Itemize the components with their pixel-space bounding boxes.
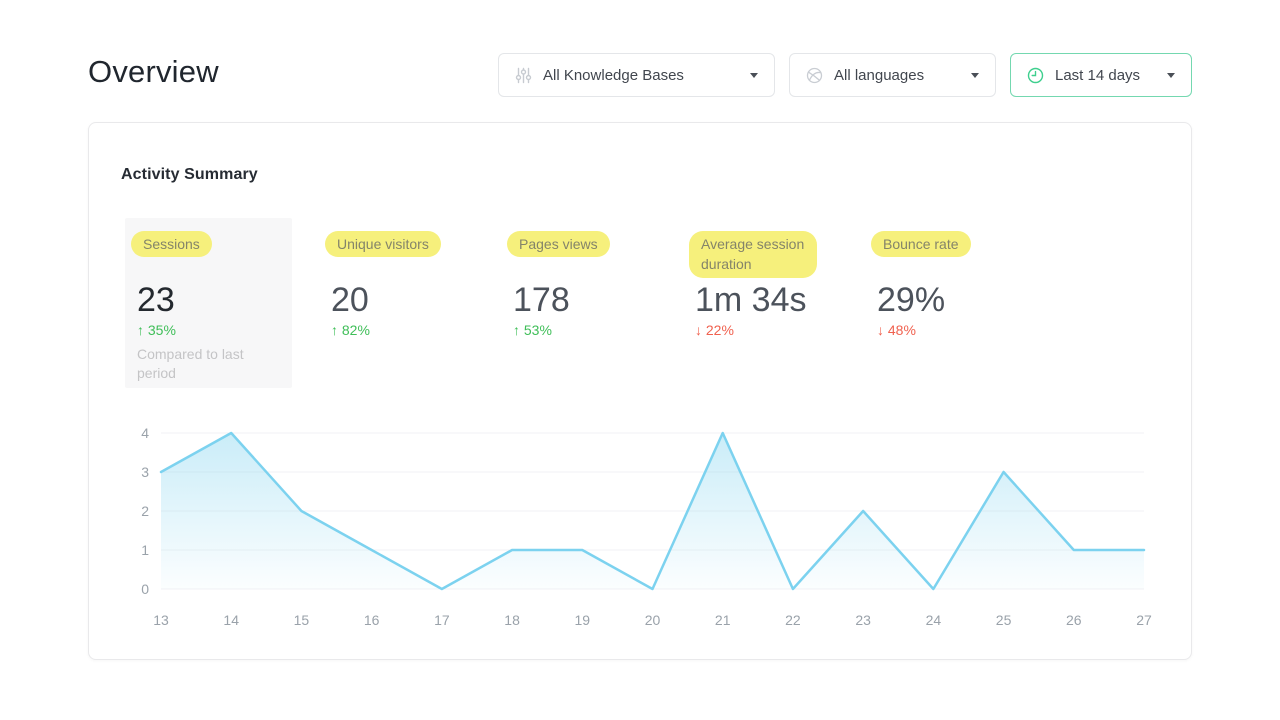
x-tick-label: 19	[574, 612, 590, 628]
chevron-down-icon	[1167, 72, 1175, 78]
metric-sessions: Sessions 23 ↑ 35% Compared to last perio…	[125, 218, 292, 388]
metric-label-zone: Pages views	[507, 231, 671, 283]
arrow-down-icon: ↓	[877, 322, 884, 338]
delta-value: 53%	[523, 322, 552, 338]
metric-delta: ↑ 53%	[513, 322, 671, 338]
metric-label-zone: Sessions	[131, 231, 280, 283]
x-tick-label: 14	[223, 612, 239, 628]
y-tick-label: 1	[141, 542, 149, 558]
metric-label-zone: Unique visitors	[325, 231, 489, 283]
metric-delta: ↑ 82%	[331, 322, 489, 338]
metric-value: 29%	[877, 281, 946, 319]
series-line	[159, 431, 1146, 591]
x-tick-label: 17	[434, 612, 450, 628]
metric-label: Sessions	[131, 231, 212, 258]
metric-label-zone: Bounce rate	[871, 231, 1035, 283]
languages-dropdown[interactable]: All languages	[789, 53, 996, 97]
metrics-row: Sessions 23 ↑ 35% Compared to last perio…	[125, 218, 1047, 388]
delta-value: 35%	[147, 322, 176, 338]
metric-value: 178	[513, 281, 570, 319]
x-tick-label: 26	[1066, 612, 1082, 628]
metric-avg-session-duration: Average session duration 1m 34s ↓ 22%	[683, 218, 865, 388]
x-tick-label: 16	[364, 612, 380, 628]
delta-value: 22%	[705, 322, 734, 338]
page-title: Overview	[88, 54, 219, 89]
metric-label: Average session duration	[689, 231, 817, 278]
x-tick-label: 21	[715, 612, 731, 628]
y-tick-label: 4	[141, 425, 149, 441]
x-tick-label: 13	[153, 612, 169, 628]
globe-icon	[806, 67, 823, 83]
x-tick-label: 22	[785, 612, 801, 628]
delta-value: 82%	[341, 322, 370, 338]
x-tick-label: 27	[1136, 612, 1152, 628]
metric-unique-visitors: Unique visitors 20 ↑ 82%	[319, 218, 501, 388]
activity-chart: 0 1 2 3 4 13 14 15 16 17 18 19 20 21 22 23 24 25 26 27	[125, 418, 1155, 633]
sliders-icon	[515, 67, 532, 83]
x-tick-label: 24	[926, 612, 942, 628]
y-tick-label: 0	[141, 581, 149, 597]
y-tick-label: 3	[141, 464, 149, 480]
metric-delta: ↓ 22%	[695, 322, 853, 338]
metric-delta: ↓ 48%	[877, 322, 1035, 338]
activity-summary-card: Activity Summary Sessions 23 ↑ 35% Compa…	[88, 122, 1192, 660]
arrow-up-icon: ↑	[331, 322, 338, 338]
languages-label: All languages	[834, 66, 925, 84]
metric-label: Pages views	[507, 231, 610, 258]
metric-value: 23	[137, 281, 175, 319]
metric-label-zone: Average session duration	[689, 231, 853, 283]
metric-label: Unique visitors	[325, 231, 441, 258]
metric-label: Bounce rate	[871, 231, 971, 258]
chevron-down-icon	[971, 72, 979, 78]
arrow-up-icon: ↑	[137, 322, 144, 338]
clock-icon	[1027, 67, 1044, 83]
knowledge-bases-label: All Knowledge Bases	[543, 66, 684, 84]
x-tick-label: 15	[294, 612, 310, 628]
x-tick-label: 25	[996, 612, 1012, 628]
x-tick-label: 23	[855, 612, 871, 628]
date-range-dropdown[interactable]: Last 14 days	[1010, 53, 1192, 97]
knowledge-bases-dropdown[interactable]: All Knowledge Bases	[498, 53, 775, 97]
y-tick-label: 2	[141, 503, 149, 519]
card-heading: Activity Summary	[121, 166, 258, 183]
metric-delta: ↑ 35%	[137, 322, 280, 338]
metric-pages-views: Pages views 178 ↑ 53%	[501, 218, 683, 388]
x-tick-label: 18	[504, 612, 520, 628]
metric-note: Compared to last period	[137, 346, 244, 381]
delta-value: 48%	[887, 322, 916, 338]
date-range-label: Last 14 days	[1055, 66, 1141, 84]
metric-value: 1m 34s	[695, 281, 807, 319]
metric-bounce-rate: Bounce rate 29% ↓ 48%	[865, 218, 1047, 388]
x-tick-label: 20	[645, 612, 661, 628]
arrow-up-icon: ↑	[513, 322, 520, 338]
metric-value: 20	[331, 281, 369, 319]
arrow-down-icon: ↓	[695, 322, 702, 338]
filter-bar: All Knowledge Bases All languages Last 1…	[498, 53, 1192, 97]
chevron-down-icon	[750, 72, 758, 78]
